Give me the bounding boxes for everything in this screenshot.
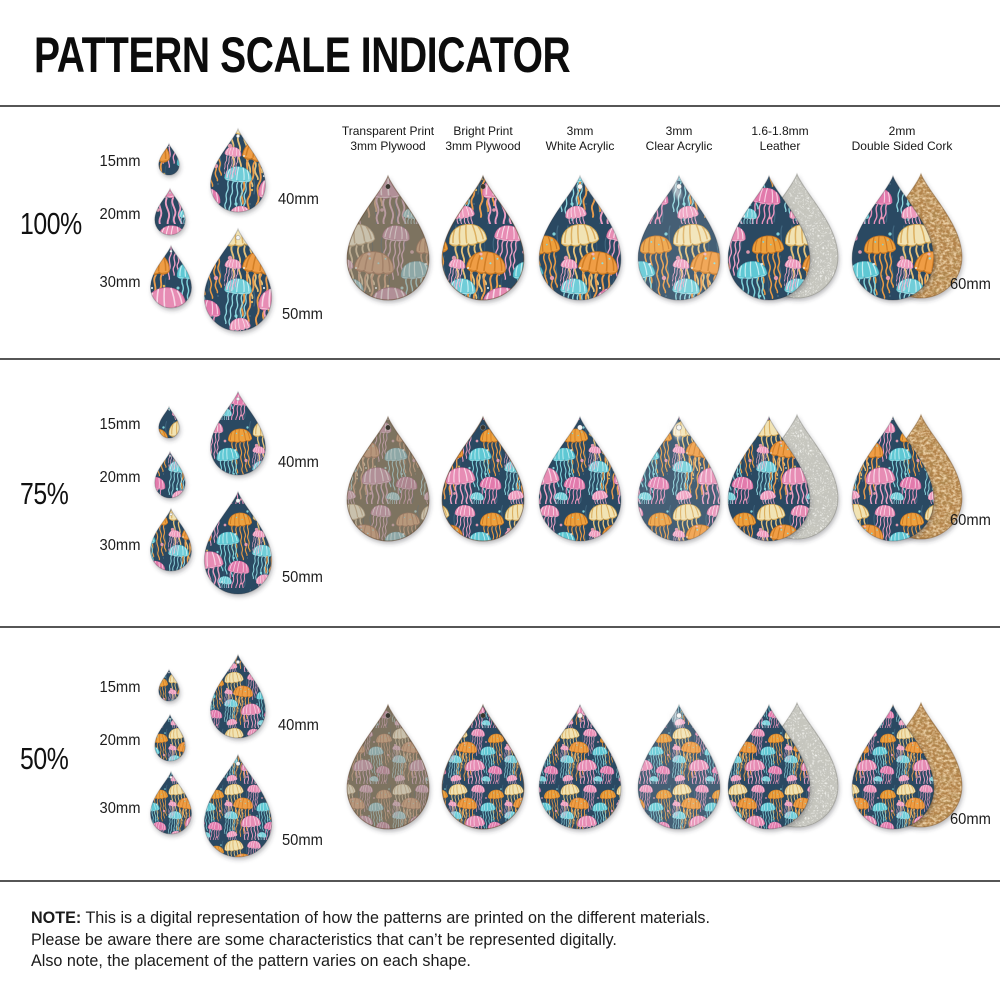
teardrop-60mm-bright-plywood-75% <box>441 415 525 542</box>
teardrop-30mm-75% <box>150 507 192 572</box>
teardrop-60mm-leather-100% <box>727 174 811 301</box>
material-header-line2: 3mm Plywood <box>350 139 426 153</box>
divider-row1-row2 <box>0 358 1000 360</box>
scale-label-50: 50% <box>20 741 69 776</box>
teardrop-20mm-100% <box>154 187 186 236</box>
teardrop-40mm-100% <box>210 127 266 213</box>
teardrop-30mm-100% <box>150 244 192 309</box>
note-line-3: Also note, the placement of the pattern … <box>31 951 471 970</box>
teardrop-60mm-transparent-plywood-75% <box>346 415 430 542</box>
material-header-transparent-plywood: Transparent Print 3mm Plywood <box>342 124 434 154</box>
teardrop-20mm-50% <box>154 713 186 762</box>
material-header-line2: 3mm Plywood <box>445 139 521 153</box>
note-text: NOTE: This is a digital representation o… <box>31 907 710 972</box>
note-label: NOTE: <box>31 908 82 927</box>
material-header-line1: 2mm <box>888 124 916 138</box>
teardrop-40mm-75% <box>210 390 266 476</box>
material-header-line1: Transparent Print <box>341 124 435 138</box>
teardrop-60mm-clear-acrylic-100% <box>637 174 721 301</box>
size-label-30mm-75%: 30mm <box>99 537 140 554</box>
size-label-20mm-50%: 20mm <box>99 732 140 749</box>
size-label-50mm-50%: 50mm <box>282 832 323 849</box>
size-label-60mm-75%: 60mm <box>950 512 991 529</box>
teardrop-20mm-75% <box>154 450 186 499</box>
material-header-clear-acrylic: 3mm Clear Acrylic <box>646 124 713 154</box>
size-label-20mm-100%: 20mm <box>99 206 140 223</box>
size-label-50mm-75%: 50mm <box>282 569 323 586</box>
teardrop-60mm-leather-75% <box>727 415 811 542</box>
size-label-40mm-50%: 40mm <box>278 717 319 734</box>
material-header-cork: 2mm Double Sided Cork <box>852 124 953 154</box>
size-label-40mm-75%: 40mm <box>278 454 319 471</box>
divider-row2-row3 <box>0 626 1000 628</box>
divider-top <box>0 105 1000 107</box>
scale-label-100: 100% <box>20 206 82 241</box>
size-label-15mm-75%: 15mm <box>99 416 140 433</box>
size-label-40mm-100%: 40mm <box>278 191 319 208</box>
teardrop-50mm-50% <box>203 753 273 858</box>
material-header-line2: White Acrylic <box>545 139 615 153</box>
material-header-line1: 3mm <box>665 124 693 138</box>
teardrop-60mm-white-acrylic-75% <box>538 415 622 542</box>
teardrop-60mm-white-acrylic-50% <box>538 703 622 830</box>
page-title: PATTERN SCALE INDICATOR <box>34 27 571 83</box>
material-header-white-acrylic: 3mm White Acrylic <box>546 124 615 154</box>
size-label-15mm-100%: 15mm <box>99 153 140 170</box>
teardrop-60mm-cork-50% <box>851 703 935 830</box>
material-header-line1: 1.6-1.8mm <box>751 124 809 138</box>
teardrop-15mm-50% <box>158 668 180 702</box>
teardrop-30mm-50% <box>150 770 192 835</box>
material-header-leather: 1.6-1.8mm Leather <box>751 124 808 154</box>
teardrop-15mm-100% <box>158 142 180 176</box>
material-header-bright-plywood: Bright Print 3mm Plywood <box>445 124 520 154</box>
size-label-30mm-50%: 30mm <box>99 800 140 817</box>
teardrop-60mm-transparent-plywood-50% <box>346 703 430 830</box>
teardrop-60mm-clear-acrylic-75% <box>637 415 721 542</box>
size-label-15mm-50%: 15mm <box>99 679 140 696</box>
material-header-line2: Clear Acrylic <box>645 139 713 153</box>
teardrop-60mm-white-acrylic-100% <box>538 174 622 301</box>
size-label-20mm-75%: 20mm <box>99 469 140 486</box>
note-sentence: This is a digital representation of how … <box>85 908 710 927</box>
size-label-50mm-100%: 50mm <box>282 306 323 323</box>
teardrop-60mm-bright-plywood-100% <box>441 174 525 301</box>
teardrop-collection <box>150 127 963 858</box>
material-header-line2: Double Sided Cork <box>851 139 953 153</box>
note-line-1: NOTE: This is a digital representation o… <box>31 907 710 929</box>
size-label-60mm-100%: 60mm <box>950 276 991 293</box>
note-line-2: Please be aware there are some character… <box>31 929 617 949</box>
teardrop-60mm-cork-75% <box>851 415 935 542</box>
scale-label-75: 75% <box>20 476 69 511</box>
teardrop-60mm-cork-100% <box>851 174 935 301</box>
material-header-line1: Bright Print <box>453 124 513 138</box>
teardrop-50mm-100% <box>203 227 273 332</box>
size-label-60mm-50%: 60mm <box>950 811 991 828</box>
material-header-line1: 3mm <box>566 124 594 138</box>
teardrop-40mm-50% <box>210 653 266 739</box>
teardrop-60mm-bright-plywood-50% <box>441 703 525 830</box>
divider-bottom <box>0 880 1000 882</box>
teardrop-60mm-transparent-plywood-100% <box>346 174 430 301</box>
teardrop-60mm-clear-acrylic-50% <box>637 703 721 830</box>
size-label-30mm-100%: 30mm <box>99 274 140 291</box>
teardrop-15mm-75% <box>158 405 180 439</box>
teardrop-50mm-75% <box>203 490 273 595</box>
material-header-line2: Leather <box>759 139 801 153</box>
teardrop-60mm-leather-50% <box>727 703 811 830</box>
